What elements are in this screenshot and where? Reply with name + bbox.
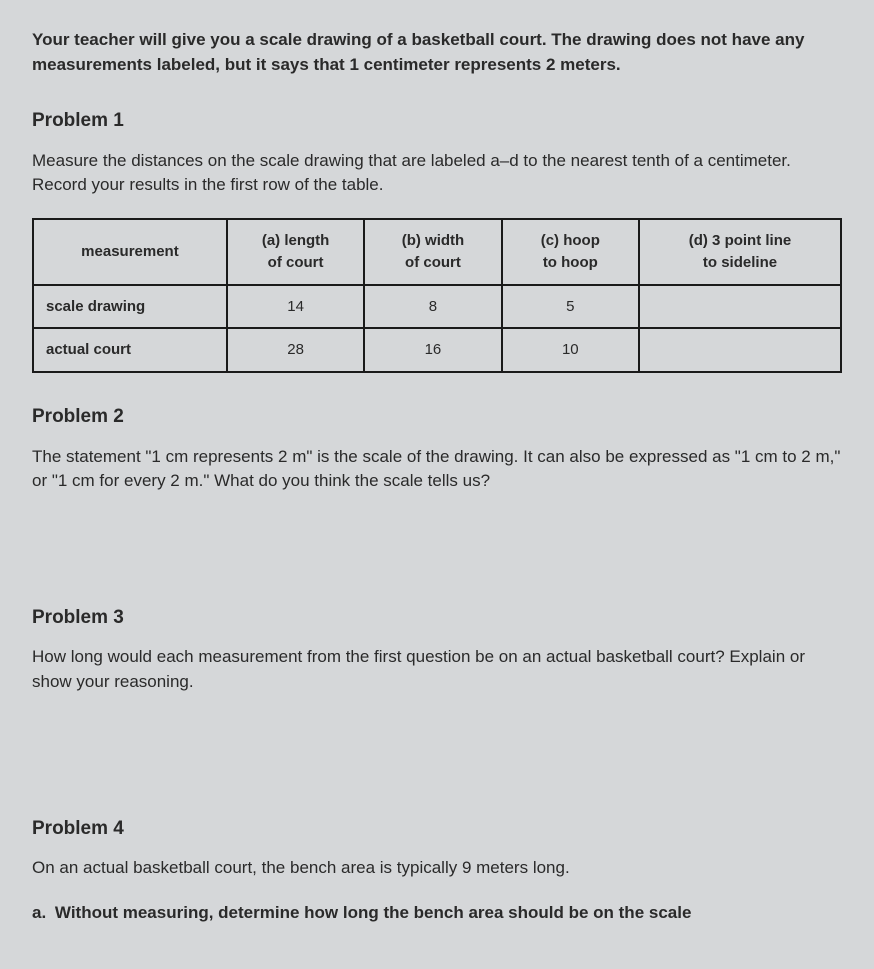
- intro-paragraph: Your teacher will give you a scale drawi…: [32, 28, 842, 77]
- cell-actual-b: 16: [364, 328, 501, 372]
- row-scale-label: scale drawing: [33, 285, 227, 329]
- sub-a-text: Without measuring, determine how long th…: [55, 903, 692, 922]
- col-width-l1: (b) width: [373, 230, 492, 252]
- col-3point-l2: to sideline: [648, 252, 832, 274]
- cell-actual-d: [639, 328, 841, 372]
- cell-scale-a: 14: [227, 285, 364, 329]
- col-3point-l1: (d) 3 point line: [648, 230, 832, 252]
- table-row: actual court 28 16 10: [33, 328, 841, 372]
- problem-2-body: The statement "1 cm represents 2 m" is t…: [32, 445, 842, 494]
- col-measurement: measurement: [33, 219, 227, 285]
- answer-space: [32, 514, 842, 574]
- problem-3-heading: Problem 3: [32, 604, 842, 632]
- table-row: scale drawing 14 8 5: [33, 285, 841, 329]
- col-length-l1: (a) length: [236, 230, 355, 252]
- col-hoop-l2: to hoop: [511, 252, 630, 274]
- problem-4-body: On an actual basketball court, the bench…: [32, 856, 842, 881]
- col-3point: (d) 3 point line to sideline: [639, 219, 841, 285]
- col-length-l2: of court: [236, 252, 355, 274]
- cell-scale-d: [639, 285, 841, 329]
- col-width: (b) width of court: [364, 219, 501, 285]
- problem-1-body: Measure the distances on the scale drawi…: [32, 149, 842, 198]
- sub-a-letter: a.: [32, 903, 46, 922]
- problem-2-heading: Problem 2: [32, 403, 842, 431]
- col-hoop: (c) hoop to hoop: [502, 219, 639, 285]
- col-width-l2: of court: [373, 252, 492, 274]
- measurements-table: measurement (a) length of court (b) widt…: [32, 218, 842, 373]
- problem-4-heading: Problem 4: [32, 815, 842, 843]
- cell-scale-b: 8: [364, 285, 501, 329]
- answer-space: [32, 715, 842, 785]
- col-hoop-l1: (c) hoop: [511, 230, 630, 252]
- table-header-row: measurement (a) length of court (b) widt…: [33, 219, 841, 285]
- cell-actual-a: 28: [227, 328, 364, 372]
- cell-actual-c: 10: [502, 328, 639, 372]
- row-actual-label: actual court: [33, 328, 227, 372]
- problem-1-heading: Problem 1: [32, 107, 842, 135]
- problem-4-sub-a: a. Without measuring, determine how long…: [32, 901, 842, 926]
- problem-3-body: How long would each measurement from the…: [32, 645, 842, 694]
- cell-scale-c: 5: [502, 285, 639, 329]
- col-length: (a) length of court: [227, 219, 364, 285]
